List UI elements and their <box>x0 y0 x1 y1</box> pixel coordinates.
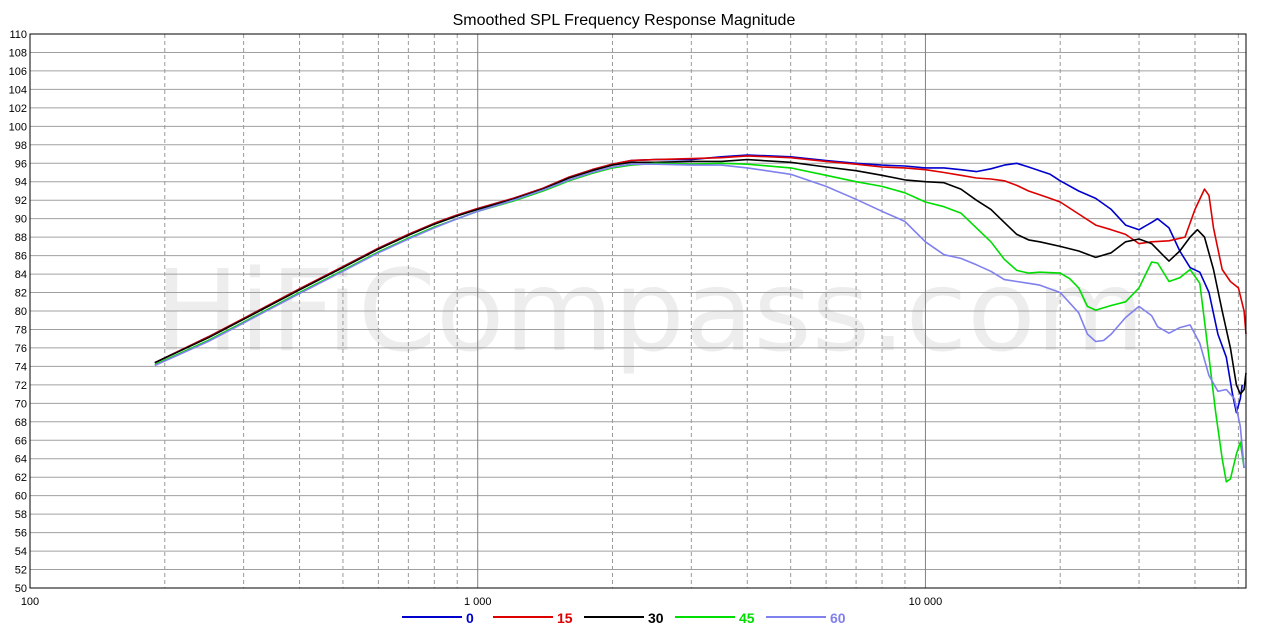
y-tick-label: 52 <box>15 565 27 577</box>
legend-label-0: 0 <box>466 610 474 626</box>
y-tick-label: 64 <box>15 454 27 466</box>
y-tick-label: 54 <box>15 546 27 558</box>
y-tick-label: 108 <box>9 47 27 59</box>
y-tick-label: 106 <box>9 66 27 78</box>
y-tick-label: 86 <box>15 251 27 263</box>
legend-label-60: 60 <box>830 610 846 626</box>
series-layer <box>154 154 1247 483</box>
y-tick-label: 72 <box>15 380 27 392</box>
series-line-15 <box>154 155 1247 364</box>
y-tick-label: 60 <box>15 491 27 503</box>
y-tick-label: 92 <box>15 195 27 207</box>
x-tick-label: 10 000 <box>909 596 943 608</box>
y-tick-label: 110 <box>9 29 27 41</box>
y-tick-label: 76 <box>15 343 27 355</box>
series-line-30 <box>154 158 1247 395</box>
y-tick-label: 74 <box>15 361 27 373</box>
legend-label-30: 30 <box>648 610 664 626</box>
legend: 0 15 30 45 60 <box>402 610 846 626</box>
legend-label-45: 45 <box>739 610 755 626</box>
y-tick-label: 100 <box>9 121 27 133</box>
y-tick-label: 84 <box>15 269 27 281</box>
y-tick-label: 98 <box>15 140 27 152</box>
y-tick-label: 50 <box>15 583 27 595</box>
y-tick-label: 58 <box>15 509 27 521</box>
series-line-60 <box>154 163 1245 469</box>
y-tick-label: 68 <box>15 417 27 429</box>
y-tick-label: 96 <box>15 158 27 170</box>
x-tick-label: 1 000 <box>464 596 492 608</box>
grid-layer <box>29 33 1246 589</box>
plot-border <box>29 33 1247 589</box>
y-tick-label: 88 <box>15 232 27 244</box>
x-tick-label: 100 <box>21 596 39 608</box>
y-tick-label: 94 <box>15 177 27 189</box>
watermark-layer: HiFiCompass.com <box>155 247 1145 377</box>
y-tick-label: 56 <box>15 528 27 540</box>
y-tick-label: 66 <box>15 435 27 447</box>
y-tick-label: 62 <box>15 472 27 484</box>
y-tick-label: 80 <box>15 306 27 318</box>
y-tick-label: 78 <box>15 324 27 336</box>
watermark-text: HiFiCompass.com <box>155 247 1145 377</box>
legend-label-15: 15 <box>557 610 573 626</box>
y-tick-label: 70 <box>15 398 27 410</box>
y-tick-label: 104 <box>9 84 27 96</box>
y-tick-label: 82 <box>15 288 27 300</box>
y-tick-label: 102 <box>9 103 27 115</box>
y-tick-label: 90 <box>15 214 27 226</box>
chart-title: Smoothed SPL Frequency Response Magnitud… <box>453 12 796 29</box>
axis-layer: 50 52 54 56 58 60 62 64 66 68 70 72 74 76 78 80 82 84 86 88… <box>9 29 1247 608</box>
